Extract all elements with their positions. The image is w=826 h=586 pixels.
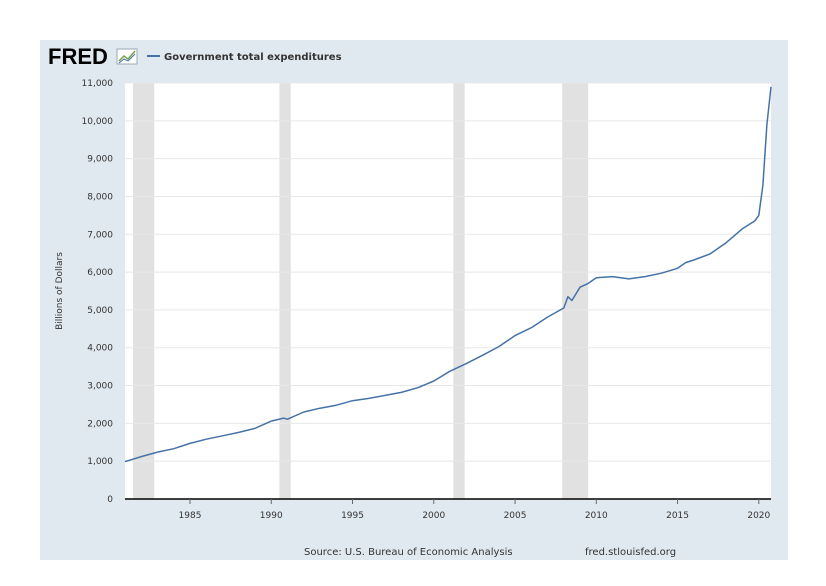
y-tick-label-1000: 1,000 <box>87 457 113 467</box>
x-tick-label-2010: 2010 <box>585 511 608 521</box>
x-tick-label-2005: 2005 <box>504 511 527 521</box>
plot-area <box>125 83 771 499</box>
recession-band-2 <box>453 83 465 499</box>
recession-shading <box>133 83 589 499</box>
recession-band-1 <box>279 83 291 499</box>
line-chart: FRED Government total expenditures 0 1,00… <box>48 44 772 558</box>
recession-band-0 <box>133 83 155 499</box>
y-tick-label-6000: 6,000 <box>87 268 113 278</box>
y-tick-label-11000: 11,000 <box>82 79 114 89</box>
x-tick-label-1995: 1995 <box>341 511 364 521</box>
y-axis-ticks: 0 1,000 2,000 3,000 4,000 5,000 6,000 7,000 8,00… <box>82 79 114 505</box>
legend: Government total expenditures <box>147 52 342 63</box>
chart-frame: FRED Government total expenditures 0 1,00… <box>40 40 788 560</box>
site-link[interactable]: fred.stlouisfed.org <box>585 547 676 558</box>
y-tick-label-8000: 8,000 <box>87 192 113 202</box>
x-tick-label-1985: 1985 <box>179 511 202 521</box>
series-layer <box>124 86 772 463</box>
source-note: Source: U.S. Bureau of Economic Analysis <box>304 547 513 558</box>
y-tick-label-7000: 7,000 <box>87 230 113 240</box>
y-tick-label-0: 0 <box>107 495 113 505</box>
y-axis-label: Billions of Dollars <box>55 252 65 330</box>
y-tick-label-2000: 2,000 <box>87 419 113 429</box>
y-tick-label-10000: 10,000 <box>82 117 114 127</box>
x-tick-label-1990: 1990 <box>260 511 283 521</box>
y-tick-label-9000: 9,000 <box>87 155 113 165</box>
recession-band-3 <box>562 83 589 499</box>
fred-logo-icon <box>116 48 138 65</box>
y-tick-label-5000: 5,000 <box>87 306 113 316</box>
legend-label: Government total expenditures <box>164 52 342 63</box>
x-tick-label-2020: 2020 <box>747 511 770 521</box>
x-tick-label-2015: 2015 <box>666 511 689 521</box>
y-tick-label-3000: 3,000 <box>87 382 113 392</box>
y-tick-label-4000: 4,000 <box>87 344 113 354</box>
fred-logo[interactable]: FRED <box>48 44 108 69</box>
x-tick-label-2000: 2000 <box>422 511 445 521</box>
x-axis-ticks: 1985 1990 1995 2000 2005 2010 2015 2020 <box>179 499 771 521</box>
series-line-0 <box>124 86 772 463</box>
